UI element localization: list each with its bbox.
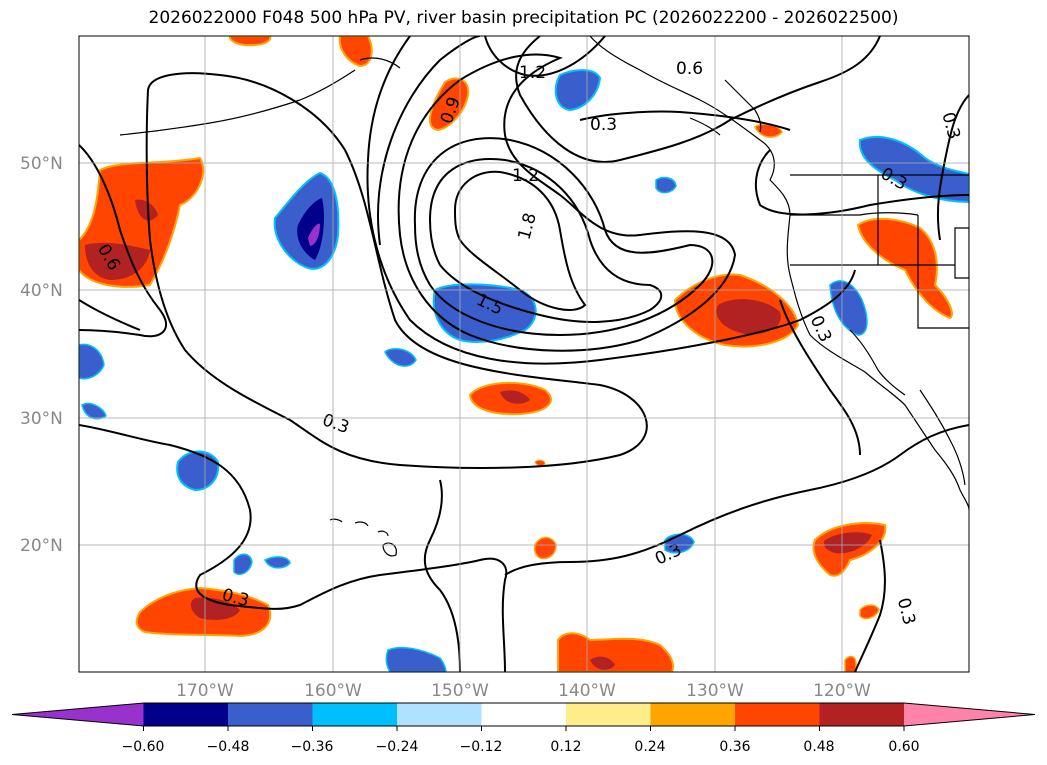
lat-label: 30°N	[20, 409, 63, 429]
colorbar-tick-label: 0.12	[550, 739, 581, 755]
colorbar-segment	[143, 703, 229, 726]
colorbar	[11, 702, 1036, 731]
colorbar-segment	[566, 703, 651, 726]
colorbar-segment	[312, 703, 398, 726]
lon-label: 120°W	[813, 681, 871, 701]
colorbar-extend-low	[12, 703, 144, 726]
colorbar-segment	[650, 703, 736, 726]
contour-label: 1.2	[519, 63, 546, 83]
lon-label: 170°W	[176, 681, 234, 701]
lat-label: 20°N	[20, 536, 63, 556]
colorbar-tick-label: −0.12	[460, 739, 503, 755]
contour-labels: 1.2 0.6 0.3 0.9 1.2 1.8 1.5 0.3 0.3 0.3 …	[93, 59, 964, 627]
map-title: 2026022000 F048 500 hPa PV, river basin …	[148, 8, 899, 28]
colorbar-tick-label: 0.48	[803, 739, 834, 755]
colorbar-segment	[481, 703, 567, 726]
colorbar-segment	[819, 703, 905, 726]
lat-label: 50°N	[20, 154, 63, 174]
colorbar-segment	[735, 703, 820, 726]
lon-label: 130°W	[686, 681, 744, 701]
latitude-labels: 50°N 40°N 30°N 20°N	[20, 154, 63, 556]
colorbar-segment	[397, 703, 482, 726]
colorbar-tick-label: 0.60	[888, 739, 919, 755]
colorbar-tick-label: −0.48	[207, 739, 250, 755]
colorbar-tick-label: −0.36	[291, 739, 334, 755]
contour-label: 0.6	[676, 59, 703, 79]
lon-label: 150°W	[431, 681, 489, 701]
colorbar-segment	[228, 703, 313, 726]
lon-label: 160°W	[304, 681, 362, 701]
colorbar-tick-label: −0.24	[376, 739, 419, 755]
gridlines	[79, 36, 969, 672]
colorbar-tick-label: 0.24	[634, 739, 665, 755]
longitude-labels: 170°W 160°W 150°W 140°W 130°W 120°W	[176, 681, 871, 701]
contour-label: 1.2	[512, 166, 539, 186]
contour-label: 0.3	[590, 115, 617, 135]
colorbar-extend-high	[904, 703, 1035, 726]
coastlines	[119, 36, 969, 557]
colorbar-tick-label: 0.36	[719, 739, 750, 755]
lat-label: 40°N	[20, 281, 63, 301]
colorbar-tick-label: −0.60	[122, 739, 165, 755]
pv-contours	[79, 36, 969, 672]
precip-anomaly-fills	[79, 36, 969, 672]
lon-label: 140°W	[558, 681, 616, 701]
map-frame	[78, 35, 970, 673]
colorbar-tick-labels: −0.60 −0.48 −0.36 −0.24 −0.12 0.12 0.24 …	[122, 739, 920, 755]
